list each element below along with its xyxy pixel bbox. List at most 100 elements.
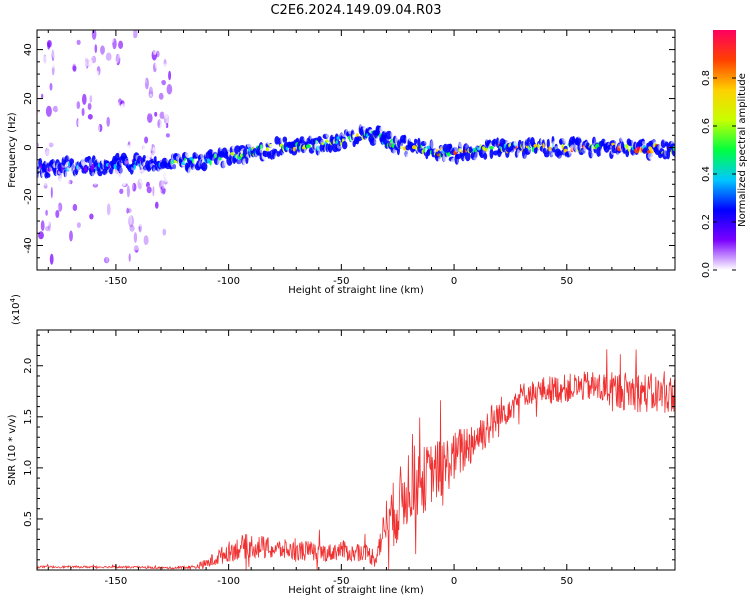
noise-mark	[125, 106, 129, 115]
ridge-halo-mark	[658, 131, 666, 139]
ridge-halo-mark	[604, 134, 610, 143]
ridge-halo-mark	[506, 132, 511, 140]
ridge-halo-mark	[180, 169, 185, 176]
noise-mark	[44, 236, 47, 241]
ridge-halo-mark	[311, 131, 315, 138]
ridge-halo-mark	[539, 155, 545, 164]
noise-mark	[40, 117, 44, 128]
ridge-halo-mark	[649, 156, 656, 161]
colorbar-tick-label: 0.4	[701, 166, 712, 182]
noise-mark	[146, 47, 152, 58]
noise-mark	[37, 47, 44, 54]
ridge-halo-mark	[125, 171, 132, 181]
noise-mark	[75, 69, 80, 74]
noise-mark	[117, 101, 120, 113]
noise-mark	[57, 202, 63, 212]
ridge-halo-mark	[336, 150, 341, 161]
ridge-halo-mark	[159, 167, 164, 176]
ridge-halo-mark	[141, 171, 147, 180]
noise-mark	[150, 258, 156, 270]
chart-title: C2E6.2024.149.09.04.R03	[270, 3, 441, 18]
ridge-halo-mark	[139, 150, 144, 156]
noise-mark	[133, 140, 138, 147]
noise-mark	[86, 188, 90, 199]
noise-mark	[159, 243, 163, 254]
ridge-halo-mark	[633, 153, 640, 159]
ridge-band-mark	[299, 136, 305, 144]
noise-mark	[136, 112, 143, 117]
noise-mark	[149, 235, 152, 247]
ridge-band-mark	[355, 136, 363, 142]
noise-mark	[165, 242, 169, 250]
noise-mark	[162, 99, 165, 110]
noise-mark	[43, 86, 47, 92]
noise-mark	[165, 133, 170, 138]
ridge-core-mark	[213, 153, 217, 159]
noise-mark	[95, 189, 99, 195]
noise-mark	[58, 174, 63, 181]
noise-mark	[102, 224, 109, 235]
noise-mark	[105, 252, 109, 263]
noise-mark	[106, 203, 111, 216]
ridge-halo-mark	[199, 170, 204, 178]
noise-mark	[88, 73, 93, 83]
noise-mark	[115, 249, 122, 255]
ridge-halo-mark	[243, 132, 251, 143]
ridge-halo-mark	[660, 133, 667, 140]
noise-mark	[93, 70, 100, 76]
spectrogram-x-tick-label: 50	[560, 276, 573, 287]
ridge-core-mark	[133, 164, 137, 171]
ridge-halo-mark	[124, 171, 130, 179]
noise-mark	[51, 49, 55, 59]
noise-mark	[72, 203, 78, 212]
noise-mark	[76, 101, 81, 110]
noise-mark	[94, 110, 100, 118]
noise-mark	[140, 101, 145, 108]
ridge-halo-mark	[612, 129, 617, 138]
noise-mark	[149, 88, 153, 98]
ridge-halo-mark	[99, 177, 105, 184]
ridge-halo-mark	[365, 146, 371, 152]
noise-mark	[103, 52, 109, 58]
noise-mark	[121, 30, 126, 38]
ridge-halo-mark	[125, 160, 132, 166]
noise-mark	[151, 32, 157, 41]
noise-mark	[81, 60, 88, 71]
noise-mark	[168, 237, 172, 247]
noise-mark	[146, 56, 151, 66]
noise-mark	[152, 186, 155, 197]
noise-mark	[76, 39, 81, 46]
noise-mark	[105, 30, 112, 36]
ridge-halo-mark	[391, 126, 396, 131]
ridge-core-mark	[625, 143, 629, 149]
noise-mark	[114, 108, 117, 116]
ridge-halo-mark	[64, 170, 70, 181]
noise-mark	[153, 252, 159, 259]
noise-mark	[152, 122, 155, 135]
noise-mark	[48, 265, 54, 270]
ridge-halo-mark	[480, 133, 484, 143]
snr-x-tick-label: 0	[451, 576, 457, 587]
ridge-halo-mark	[145, 157, 150, 162]
noise-mark	[129, 115, 134, 124]
noise-mark	[85, 219, 91, 231]
ridge-halo-mark	[127, 148, 133, 157]
ridge-halo-mark	[504, 158, 508, 167]
noise-mark	[129, 225, 135, 232]
ridge-halo-mark	[148, 152, 153, 158]
ridge-halo-mark	[73, 173, 80, 180]
noise-mark	[151, 101, 156, 107]
noise-mark	[64, 247, 70, 252]
snr-x-axis: -150 -100 -50 0 50	[47, 330, 658, 587]
noise-mark	[110, 254, 116, 261]
noise-mark	[100, 66, 104, 73]
noise-mark	[80, 60, 85, 66]
noise-mark	[169, 130, 173, 139]
noise-mark	[38, 250, 43, 255]
noise-mark	[109, 217, 114, 229]
noise-mark	[164, 88, 167, 94]
ridge-halo-mark	[598, 131, 603, 139]
ridge-halo-mark	[150, 141, 154, 152]
noise-mark	[90, 133, 93, 145]
ridge-halo-mark	[149, 170, 153, 177]
